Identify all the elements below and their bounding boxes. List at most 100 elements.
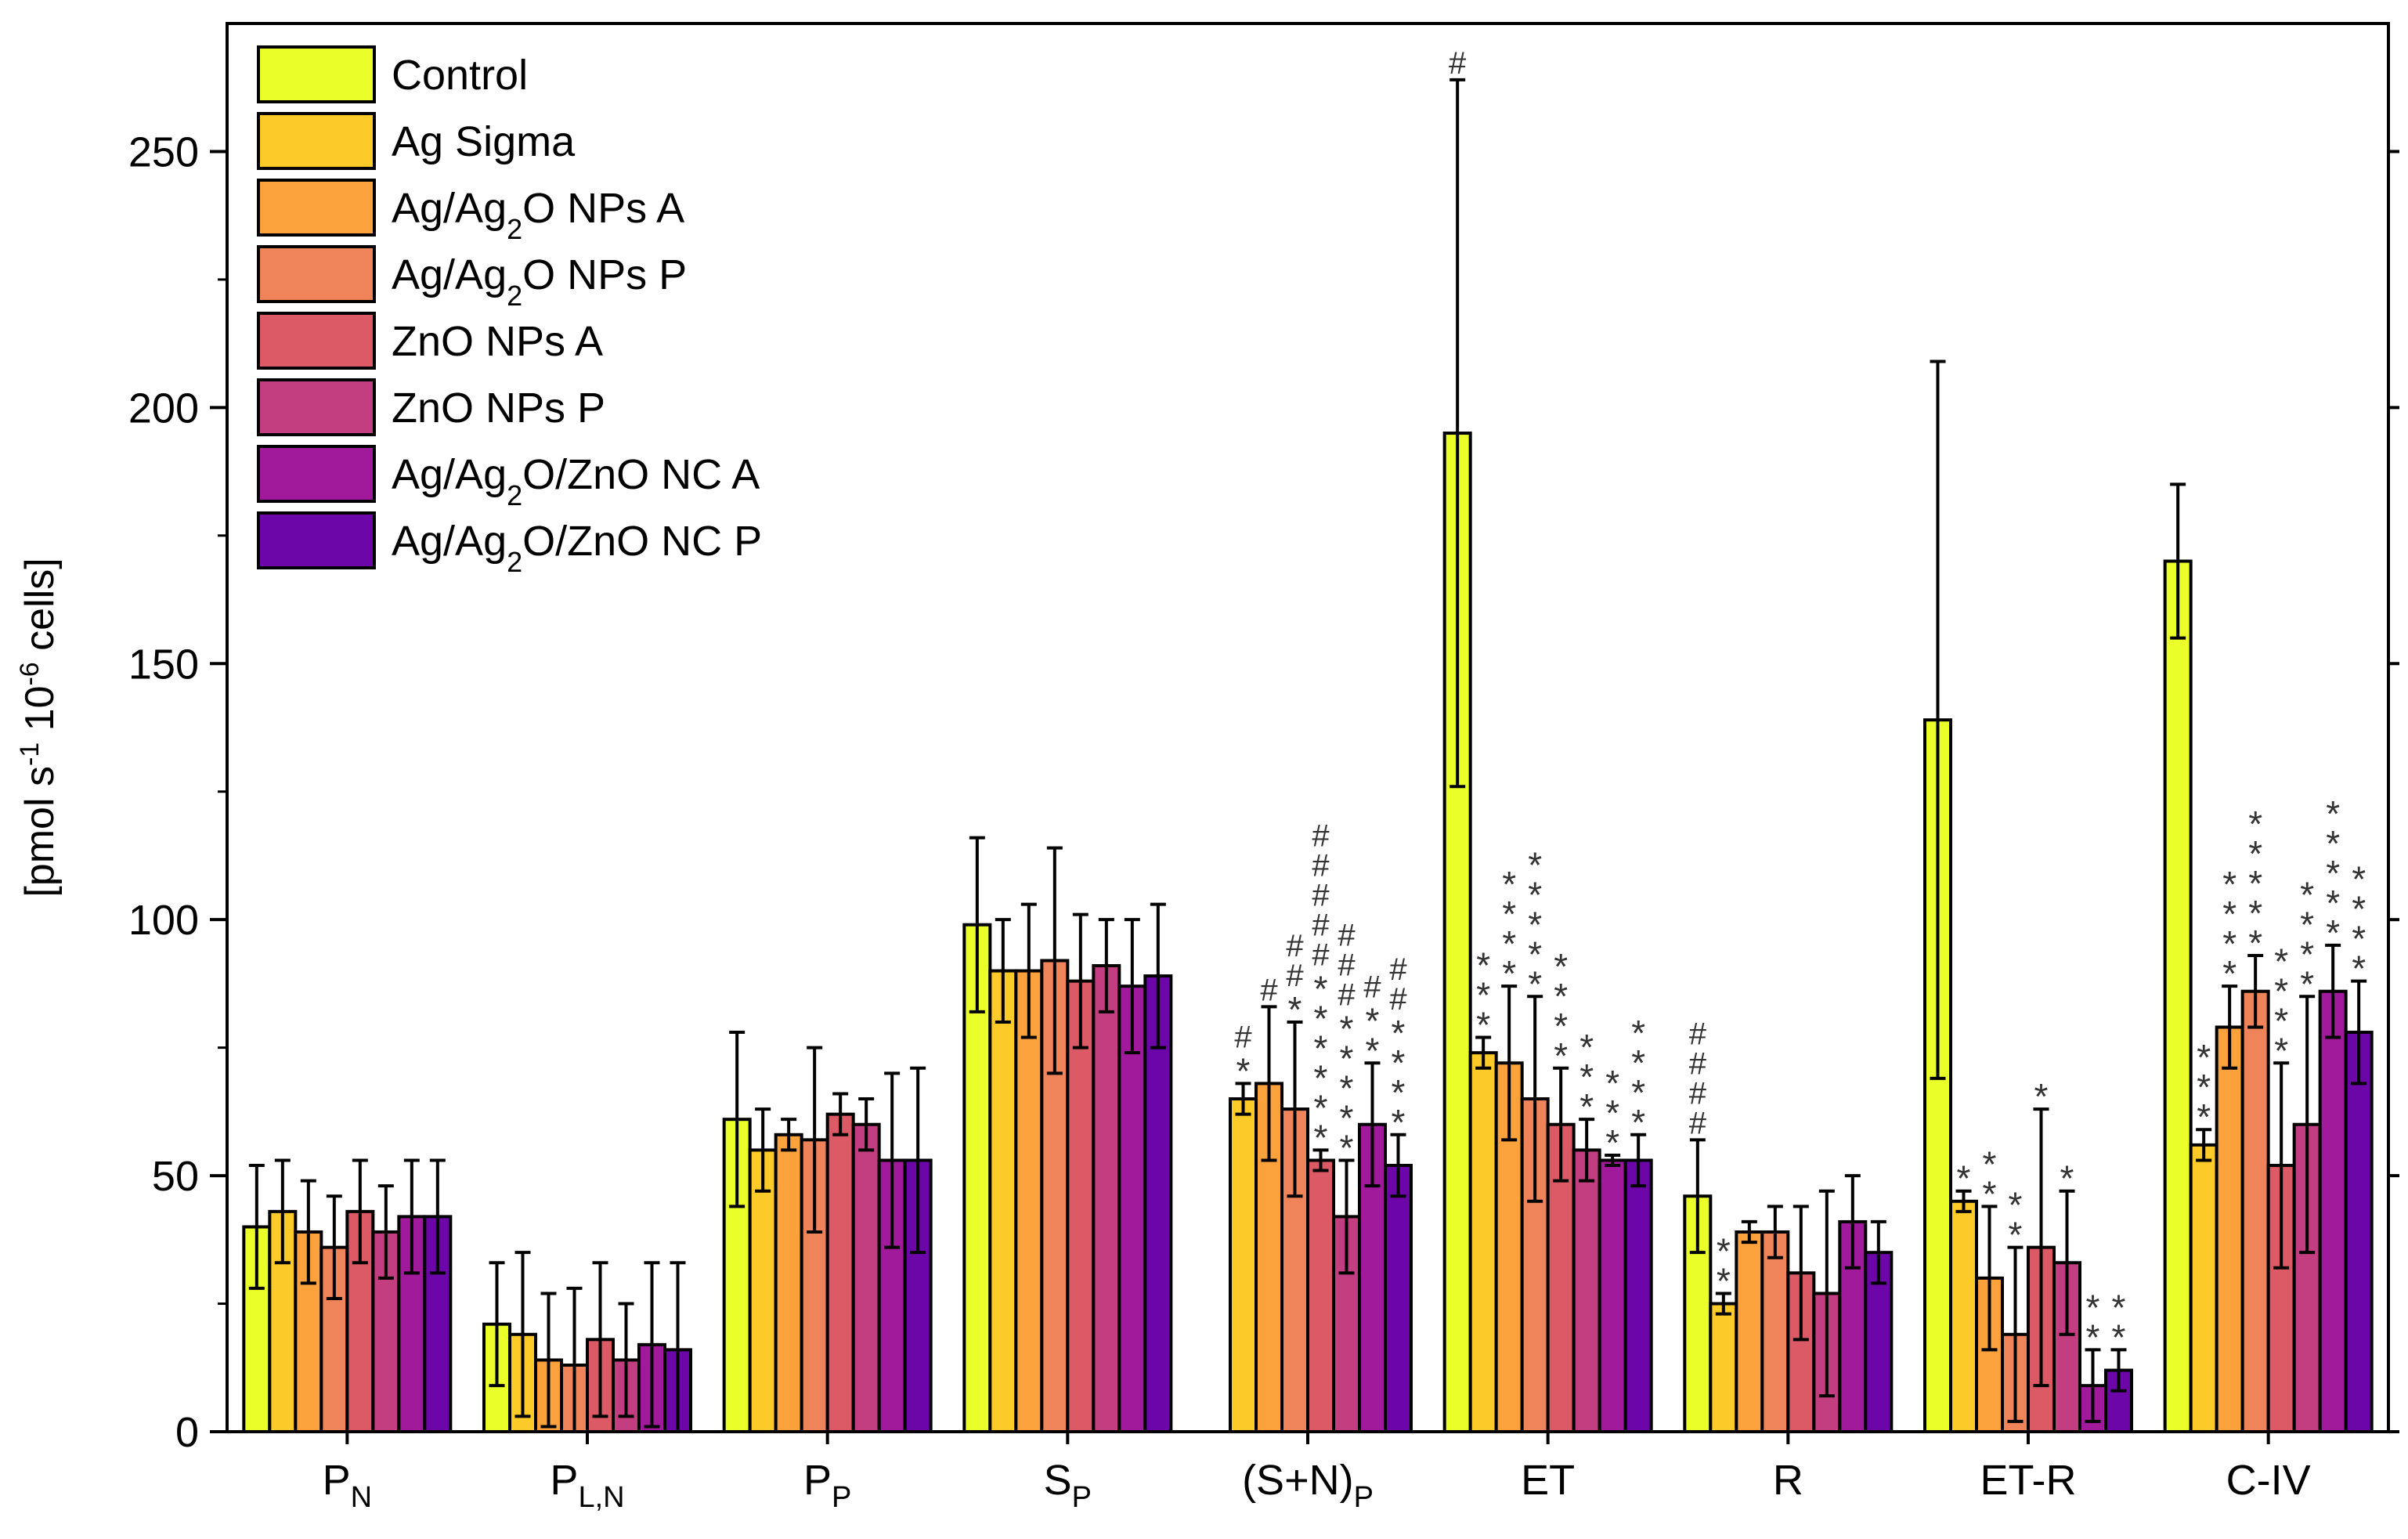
legend-label: Ag/Ag2O NPs P — [392, 251, 687, 312]
significance-hash: # — [1389, 982, 1407, 1017]
legend-label: Control — [392, 52, 528, 99]
significance-star: * — [1392, 1102, 1406, 1143]
legend-swatch — [257, 312, 376, 370]
legend-swatch — [257, 445, 376, 503]
legend-swatch — [257, 378, 376, 436]
bar — [1229, 1097, 1258, 1433]
x-tick-label: PL,N — [550, 1457, 624, 1514]
significance-star: * — [1554, 976, 1568, 1017]
significance-hash: # — [1689, 1106, 1707, 1140]
significance-star: * — [1340, 1097, 1354, 1138]
significance-star: * — [2086, 1287, 2100, 1328]
significance-star: * — [2274, 1030, 2288, 1071]
significance-star: * — [1579, 1027, 1594, 1068]
significance-star: * — [2222, 953, 2237, 994]
significance-star: * — [1528, 844, 1542, 885]
significance-hash: # — [1286, 959, 1304, 993]
bar — [988, 969, 1018, 1433]
bar — [1572, 1148, 1601, 1434]
significance-star: * — [1366, 1030, 1380, 1071]
significance-hash: # — [1312, 937, 1330, 972]
significance-star: * — [1631, 1102, 1645, 1143]
significance-hash: # — [1338, 918, 1356, 952]
bar — [1014, 969, 1044, 1433]
significance-star: * — [2352, 919, 2366, 959]
significance-star: * — [1579, 1057, 1594, 1097]
x-tick-label: ET-R — [1980, 1457, 2076, 1504]
significance-hash: # — [1260, 973, 1278, 1007]
legend-label: Ag Sigma — [392, 118, 576, 165]
significance-star: * — [1528, 963, 1542, 1004]
significance-star: * — [1392, 1072, 1406, 1113]
x-tick-label: C-IV — [2226, 1457, 2311, 1504]
significance-star: * — [1392, 1042, 1406, 1083]
y-tick-label: 200 — [128, 385, 199, 432]
significance-star: * — [2352, 948, 2366, 989]
significance-star: * — [2112, 1287, 2126, 1328]
legend-label: ZnO NPs A — [392, 318, 603, 365]
bar — [1623, 1158, 1653, 1433]
significance-star: * — [1340, 1008, 1354, 1049]
significance-hash: # — [1312, 818, 1330, 853]
legend-label: Ag/Ag2O/ZnO NC P — [392, 518, 762, 578]
bar — [1598, 1158, 1627, 1433]
significance-star: * — [2060, 1158, 2074, 1199]
significance-star: * — [2009, 1215, 2023, 1255]
bar — [774, 1133, 803, 1433]
significance-star: * — [2034, 1076, 2049, 1117]
significance-star: * — [1631, 1042, 1645, 1083]
significance-star: * — [2326, 793, 2340, 834]
significance-star: * — [1957, 1158, 1971, 1199]
legend-label: Ag/Ag2O NPs A — [392, 185, 684, 245]
bars-layer — [242, 78, 2374, 1434]
significance-star: * — [1340, 1127, 1354, 1168]
significance-star: * — [2300, 904, 2314, 945]
bar — [800, 1138, 829, 1433]
significance-star: * — [1392, 1013, 1406, 1053]
y-tick-label: 100 — [128, 897, 199, 944]
y-tick-label: 0 — [175, 1409, 199, 1456]
legend-swatch — [257, 45, 376, 103]
significance-star: * — [1236, 1050, 1251, 1091]
legend-swatch — [257, 511, 376, 569]
significance-hash: # — [1449, 46, 1467, 81]
significance-star: * — [2222, 894, 2237, 934]
significance-star: * — [1631, 1072, 1645, 1113]
significance-star: * — [2300, 934, 2314, 974]
significance-star: * — [1340, 1068, 1354, 1108]
significance-star: * — [2274, 941, 2288, 981]
significance-star: * — [2086, 1317, 2100, 1357]
significance-star: * — [1554, 1035, 1568, 1076]
bar — [2189, 1143, 2218, 1433]
significance-star: * — [1314, 1117, 1328, 1158]
significance-star: * — [2352, 859, 2366, 900]
significance-star: * — [2274, 1000, 2288, 1041]
significance-star: * — [1314, 1087, 1328, 1128]
y-axis-label: [pmol s-1 10-6 cells] — [15, 558, 63, 897]
significance-star: * — [2248, 863, 2262, 904]
legend-swatch — [257, 112, 376, 170]
significance-hash: # — [1234, 1020, 1252, 1054]
significance-hash: # — [1312, 878, 1330, 912]
bar — [825, 1112, 855, 1433]
x-tick-label: R — [1773, 1457, 1803, 1504]
significance-star: * — [1605, 1093, 1619, 1133]
significance-layer: *## *##******#####*****###**#****###*** **… — [1234, 46, 2366, 1357]
significance-star: * — [1476, 1005, 1490, 1046]
bar — [2318, 989, 2348, 1433]
x-tick-label: PP — [803, 1457, 851, 1514]
bar — [1306, 1158, 1335, 1433]
significance-star: * — [2197, 1096, 2211, 1137]
significance-star: * — [1502, 894, 1516, 934]
significance-star: * — [2326, 883, 2340, 923]
bar — [851, 1122, 881, 1434]
significance-star: * — [1983, 1143, 1997, 1184]
x-tick-label: SP — [1044, 1457, 1092, 1514]
y-tick-label: 250 — [128, 128, 199, 175]
bar — [1949, 1199, 1978, 1434]
significance-star: * — [1528, 934, 1542, 974]
significance-star: * — [2274, 970, 2288, 1011]
legend-label: Ag/Ag2O/ZnO NC A — [392, 451, 760, 511]
significance-star: * — [1476, 975, 1490, 1016]
